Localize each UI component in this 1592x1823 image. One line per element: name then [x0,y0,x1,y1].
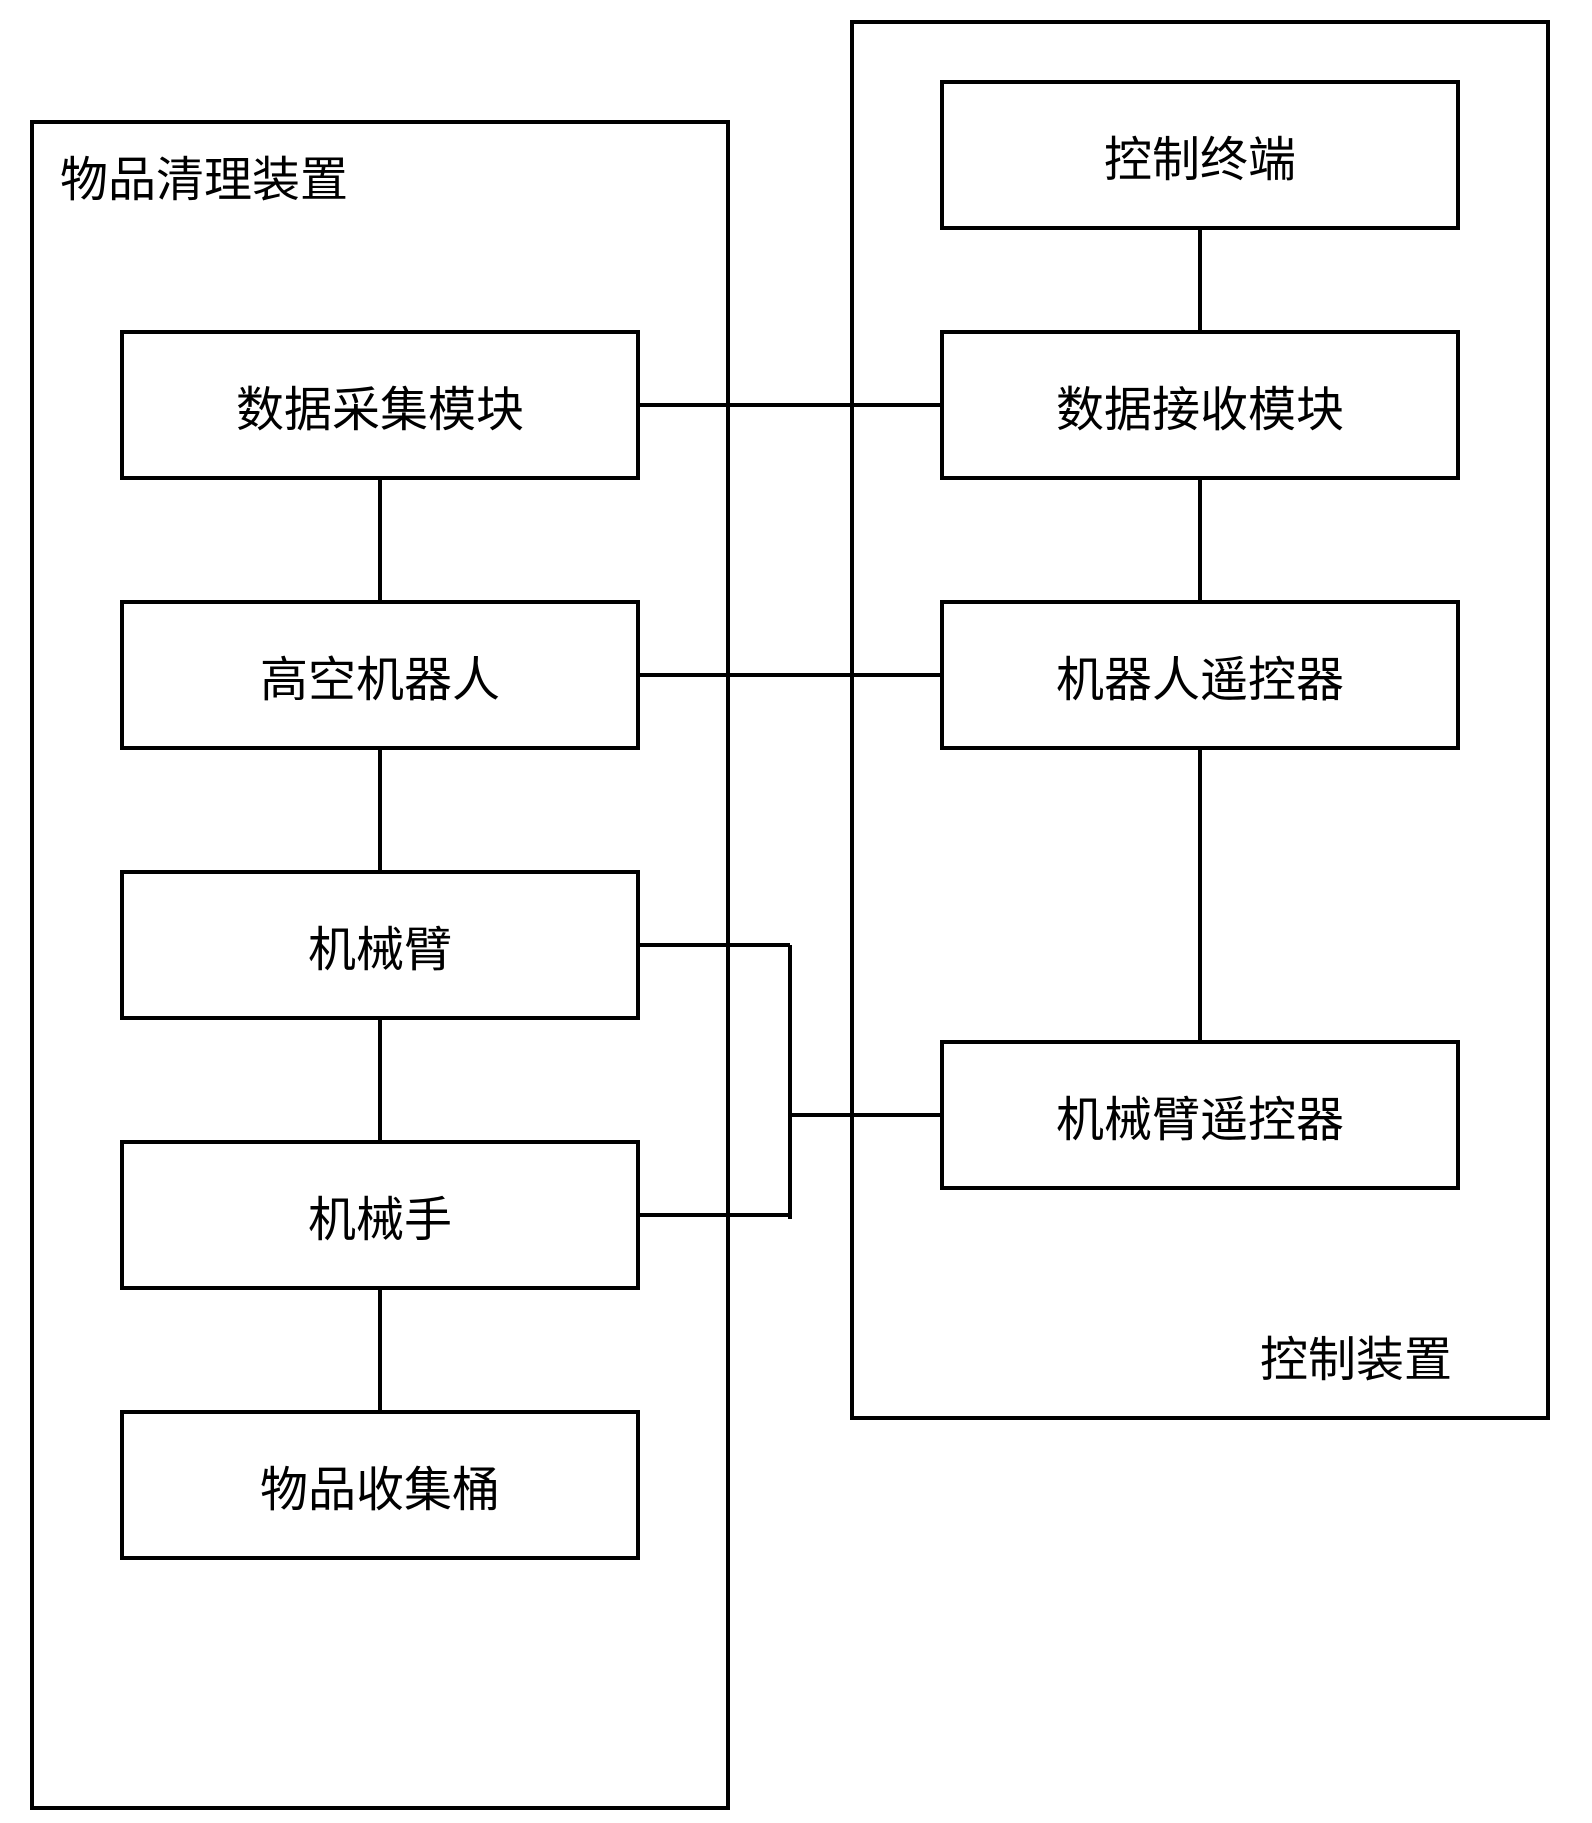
node-mech-arm: 机械臂 [120,870,640,1020]
edge-9 [640,943,790,947]
edge-5 [378,1020,382,1140]
edge-10 [640,1213,790,1217]
diagram-canvas: 物品清理装置 控制装置 控制终端 数据采集模块 数据接收模块 高空机器人 机器人… [0,0,1592,1823]
node-collect-bucket: 物品收集桶 [120,1410,640,1560]
container-control-device-title: 控制装置 [1260,1320,1452,1390]
edge-8 [640,673,940,677]
edge-2 [1198,750,1202,1040]
edge-0 [1198,230,1202,330]
edge-1 [1198,480,1202,600]
container-cleaning-device-title: 物品清理装置 [60,140,348,210]
edge-3 [378,480,382,600]
node-data-receive: 数据接收模块 [940,330,1460,480]
edge-7 [640,403,940,407]
edge-11 [788,945,792,1219]
node-data-collect: 数据采集模块 [120,330,640,480]
node-arm-remote: 机械臂遥控器 [940,1040,1460,1190]
edge-6 [378,1290,382,1410]
node-aerial-robot: 高空机器人 [120,600,640,750]
edge-4 [378,750,382,870]
node-robot-remote: 机器人遥控器 [940,600,1460,750]
edge-12 [790,1113,940,1117]
node-mech-hand: 机械手 [120,1140,640,1290]
node-control-terminal: 控制终端 [940,80,1460,230]
